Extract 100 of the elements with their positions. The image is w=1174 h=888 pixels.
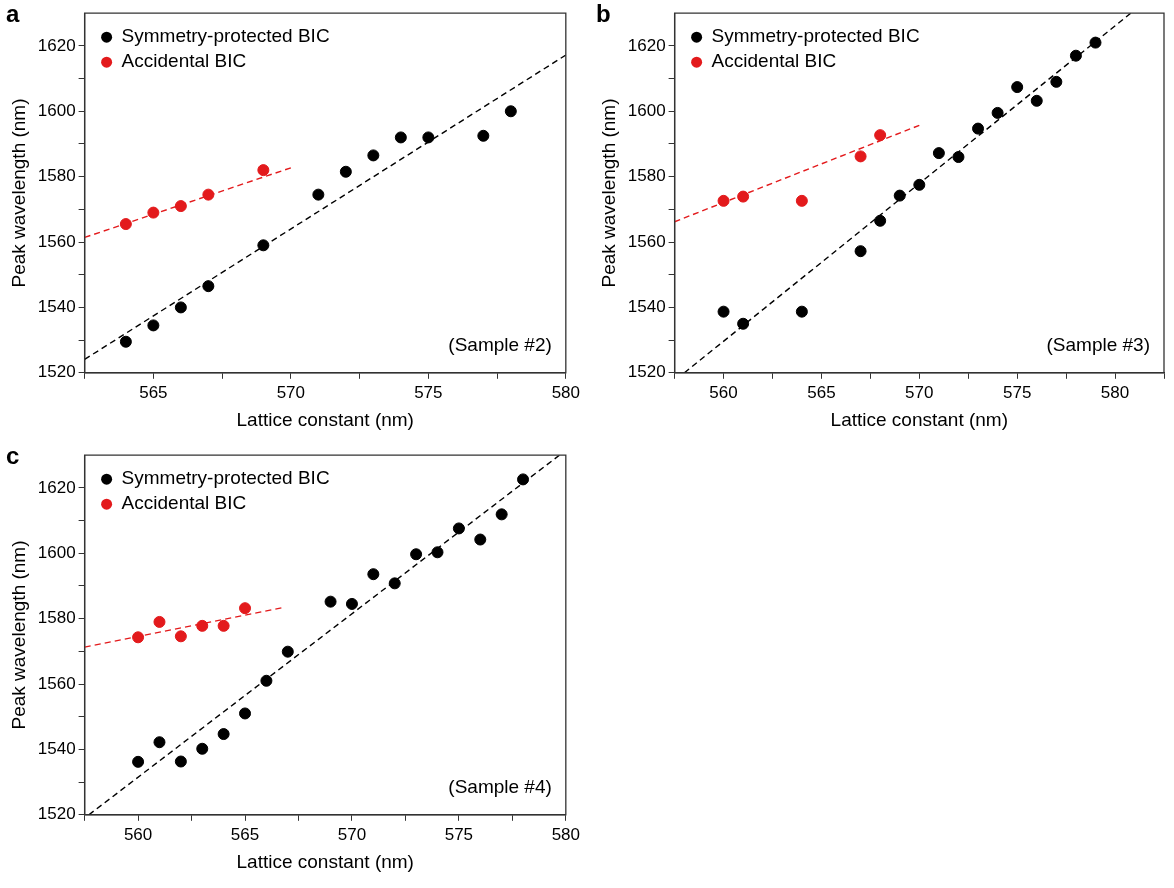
- point: [257, 164, 270, 177]
- annotation: (Sample #3): [1046, 333, 1150, 355]
- point: [119, 335, 132, 348]
- x-tick-label: 565: [139, 382, 168, 402]
- x-tick-label: 580: [551, 824, 581, 844]
- point: [339, 165, 352, 178]
- point: [1030, 94, 1043, 107]
- point: [367, 149, 380, 162]
- point: [153, 615, 166, 628]
- y-tick-label: 1560: [37, 231, 76, 251]
- point: [202, 280, 215, 293]
- x-tick-label: 570: [905, 382, 934, 402]
- point: [452, 522, 465, 535]
- x-tick-label: 570: [276, 382, 306, 402]
- x-tick-label: 560: [709, 382, 738, 402]
- point: [174, 301, 187, 314]
- point: [495, 508, 508, 521]
- legend-label: Accidental BIC: [121, 50, 247, 72]
- chart-title: a: [6, 0, 20, 28]
- y-axis-title: Peak wavelength (nm): [597, 98, 619, 288]
- x-tick-label: 580: [551, 382, 581, 402]
- point: [1089, 36, 1102, 49]
- x-tick-label: 565: [230, 824, 260, 844]
- legend-label: Symmetry-protected BIC: [121, 25, 330, 47]
- x-tick-label: 570: [337, 824, 367, 844]
- point: [972, 122, 985, 135]
- x-axis-title: Lattice constant (nm): [236, 850, 414, 872]
- point: [422, 131, 435, 144]
- y-tick-label: 1520: [627, 362, 666, 382]
- point: [174, 755, 187, 768]
- y-tick-label: 1620: [627, 35, 666, 55]
- legend-label: Symmetry-protected BIC: [121, 467, 330, 489]
- legend-label: Accidental BIC: [121, 492, 247, 514]
- y-axis-title: Peak wavelength (nm): [7, 540, 29, 730]
- point: [504, 105, 517, 118]
- y-tick-label: 1600: [37, 100, 76, 120]
- x-tick-label: 575: [444, 824, 474, 844]
- point: [119, 218, 132, 231]
- point: [991, 106, 1004, 119]
- y-tick-label: 1600: [627, 100, 666, 120]
- legend-label: Symmetry-protected BIC: [711, 25, 920, 47]
- y-tick-label: 1620: [37, 35, 76, 55]
- point: [474, 533, 487, 546]
- point: [345, 597, 358, 610]
- y-axis-title: Peak wavelength (nm): [7, 98, 29, 288]
- point: [1011, 81, 1024, 94]
- y-tick-label: 1520: [37, 362, 76, 382]
- x-tick-label: 575: [1003, 382, 1032, 402]
- point: [874, 214, 887, 227]
- point: [795, 194, 808, 207]
- point: [874, 129, 887, 142]
- point: [196, 619, 209, 632]
- point: [153, 736, 166, 749]
- point: [132, 755, 145, 768]
- point: [952, 151, 965, 164]
- point: [394, 131, 407, 144]
- point: [260, 674, 273, 687]
- annotation: (Sample #4): [448, 775, 552, 797]
- x-tick-label: 560: [123, 824, 153, 844]
- point: [410, 548, 423, 561]
- point: [932, 147, 945, 160]
- legend-label: Accidental BIC: [711, 50, 837, 72]
- y-tick-label: 1540: [37, 739, 76, 759]
- point: [854, 245, 867, 258]
- point: [132, 631, 145, 644]
- point: [217, 728, 230, 741]
- point: [281, 645, 294, 658]
- point: [202, 188, 215, 201]
- y-tick-label: 1620: [37, 477, 76, 497]
- y-tick-label: 1580: [37, 608, 76, 628]
- point: [147, 319, 160, 332]
- point: [324, 595, 337, 608]
- point: [913, 178, 926, 191]
- point: [517, 473, 530, 486]
- annotation: (Sample #2): [448, 333, 552, 355]
- point: [239, 602, 252, 615]
- point: [388, 577, 401, 590]
- chart-title: c: [6, 442, 20, 470]
- point: [174, 200, 187, 213]
- point: [854, 150, 867, 163]
- y-tick-label: 1600: [37, 542, 76, 562]
- x-tick-label: 575: [414, 382, 443, 402]
- point: [717, 305, 730, 318]
- point: [737, 190, 750, 203]
- y-tick-label: 1560: [37, 673, 76, 693]
- point: [196, 742, 209, 755]
- y-tick-label: 1580: [37, 166, 76, 186]
- y-tick-label: 1540: [627, 297, 666, 317]
- point: [217, 619, 230, 632]
- y-tick-label: 1520: [37, 804, 76, 824]
- x-axis-title: Lattice constant (nm): [236, 408, 414, 430]
- y-tick-label: 1540: [37, 297, 76, 317]
- x-tick-label: 580: [1100, 382, 1130, 402]
- x-axis-title: Lattice constant (nm): [830, 408, 1009, 430]
- x-tick-label: 565: [807, 382, 836, 402]
- point: [367, 568, 380, 581]
- point: [431, 546, 444, 559]
- point: [174, 630, 187, 643]
- y-tick-label: 1560: [627, 231, 666, 251]
- point: [795, 305, 808, 318]
